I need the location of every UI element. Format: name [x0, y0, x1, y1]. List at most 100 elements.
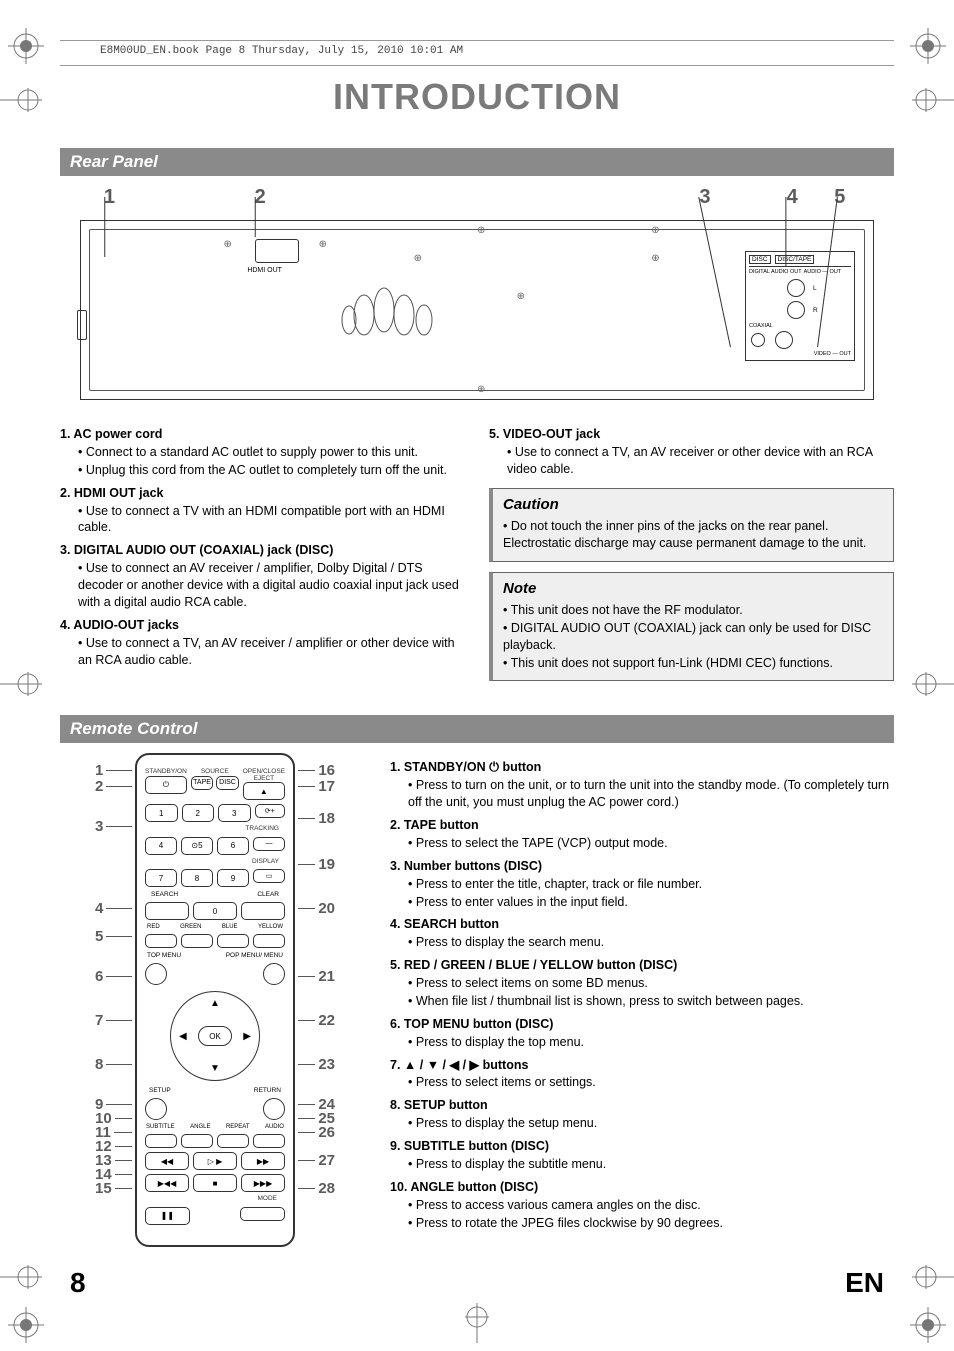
item-title: 2. HDMI OUT jack [60, 485, 465, 502]
item-title: 3. Number buttons (DISC) [390, 858, 894, 875]
section-heading-rear-panel: Rear Panel [60, 148, 894, 176]
remote-callout-number: 4 [95, 901, 103, 916]
page-number: 8 [70, 1267, 86, 1299]
crop-mark-icon [0, 86, 42, 114]
language-code: EN [845, 1267, 884, 1299]
button-label: CLEAR [257, 891, 279, 898]
rear-panel-diagram: HDMI OUT DISC DISC/TAPE DIGITAL AUDIO OU… [80, 220, 874, 400]
remote-callout-number: 8 [95, 1057, 103, 1072]
jack-panel: DISC DISC/TAPE DIGITAL AUDIO OUT AUDIO —… [745, 251, 855, 361]
crop-mark-icon [0, 1263, 42, 1291]
bullet-item: Press to display the top menu. [408, 1034, 894, 1051]
button-label: TRACKING [145, 826, 285, 833]
remote-callout-number: 7 [95, 1013, 103, 1028]
bullet-item: This unit does not support fun-Link (HDM… [503, 655, 883, 672]
bullet-item: When file list / thumbnail list is shown… [408, 993, 894, 1010]
bullet-item: Press to turn on the unit, or to turn th… [408, 777, 894, 811]
jack-label: AUDIO — OUT [804, 269, 842, 275]
remote-left-callouts: 123456789101112131415 [95, 753, 135, 1213]
remote-descriptions: 1. STANDBY/ON ⏻ buttonPress to turn on t… [390, 753, 894, 1247]
remote-callout-number: 26 [318, 1125, 335, 1140]
bullet-item: Use to connect a TV, an AV receiver or o… [507, 444, 894, 478]
item-bullets: Press to select items or settings. [390, 1074, 894, 1091]
bullet-item: DIGITAL AUDIO OUT (COAXIAL) jack can onl… [503, 620, 883, 654]
page: E8M00UD_EN.book Page 8 Thursday, July 15… [0, 0, 954, 1351]
remote-callout-number: 1 [95, 763, 103, 778]
item-title: 1. STANDBY/ON ⏻ button [390, 759, 894, 776]
jack-label: DIGITAL AUDIO OUT [749, 269, 802, 275]
tape-button: TAPE [191, 776, 213, 790]
item-title: 8. SETUP button [390, 1097, 894, 1114]
caution-title: Caution [503, 495, 883, 515]
jack-label: DISC/TAPE [775, 255, 815, 264]
caution-box: Caution Do not touch the inner pins of t… [489, 488, 894, 562]
remote-callout-number: 19 [318, 857, 335, 872]
remote-callout-number: 17 [318, 779, 335, 794]
bullet-item: Press to select items on some BD menus. [408, 975, 894, 992]
section-heading-remote: Remote Control [60, 715, 894, 743]
remote-diagram: 123456789101112131415 STANDBY/ON⏻ SOURCE… [60, 753, 370, 1247]
remote-callout-number: 23 [318, 1057, 335, 1072]
item-bullets: Connect to a standard AC outlet to suppl… [60, 444, 465, 479]
remote-right-callouts: 16171819202122232425262728 [295, 753, 335, 1213]
disc-button: DISC [216, 776, 238, 790]
bullet-item: Press to rotate the JPEG files clockwise… [408, 1215, 894, 1232]
caution-list: Do not touch the inner pins of the jacks… [503, 518, 883, 552]
crop-mark-icon [8, 28, 44, 64]
remote-callout-number: 18 [318, 811, 335, 826]
bullet-item: Press to display the subtitle menu. [408, 1156, 894, 1173]
crop-mark-icon [910, 28, 946, 64]
page-footer: 8 EN [60, 1267, 894, 1299]
remote-callout-number: 3 [95, 819, 103, 834]
bullet-item: This unit does not have the RF modulator… [503, 602, 883, 619]
remote-callout-number: 2 [95, 779, 103, 794]
button-label: DISPLAY [145, 859, 285, 866]
item-bullets: Press to turn on the unit, or to turn th… [390, 777, 894, 811]
item-bullets: Use to connect a TV, an AV receiver / am… [60, 635, 465, 669]
leader-lines [81, 197, 873, 221]
rear-panel-left-col: 1. AC power cordConnect to a standard AC… [60, 420, 465, 691]
jack-label: R [813, 307, 818, 314]
page-title: INTRODUCTION [60, 76, 894, 118]
bullet-item: Press to select items or settings. [408, 1074, 894, 1091]
item-title: 1. AC power cord [60, 426, 465, 443]
bullet-item: Do not touch the inner pins of the jacks… [503, 518, 883, 552]
item-bullets: Use to connect an AV receiver / amplifie… [60, 560, 465, 611]
remote-callout-number: 28 [318, 1181, 335, 1196]
item-title: 4. SEARCH button [390, 916, 894, 933]
remote-callout-number: 6 [95, 969, 103, 984]
item-bullets: Press to select the TAPE (VCP) output mo… [390, 835, 894, 852]
dpad: ▲▼◀▶ OK [170, 991, 260, 1081]
button-label: SEARCH [151, 891, 178, 898]
item-title: 5. RED / GREEN / BLUE / YELLOW button (D… [390, 957, 894, 974]
crop-mark-icon [912, 86, 954, 114]
item-bullets: Press to enter the title, chapter, track… [390, 876, 894, 911]
book-metadata: E8M00UD_EN.book Page 8 Thursday, July 15… [100, 45, 894, 57]
bullet-item: Use to connect a TV, an AV receiver / am… [78, 635, 465, 669]
remote-callout-number: 27 [318, 1153, 335, 1168]
remote-callout-number: 15 [95, 1181, 112, 1196]
header-rule [60, 40, 894, 41]
bullet-item: Press to enter values in the input field… [408, 894, 894, 911]
crop-mark-icon [0, 670, 42, 698]
item-title: 9. SUBTITLE button (DISC) [390, 1138, 894, 1155]
jack-label: DISC [749, 255, 771, 264]
jack-label: L [813, 285, 817, 292]
item-bullets: Press to access various camera angles on… [390, 1197, 894, 1232]
crop-mark-icon [463, 1303, 491, 1343]
bullet-item: Use to connect an AV receiver / amplifie… [78, 560, 465, 611]
item-bullets: Press to display the subtitle menu. [390, 1156, 894, 1173]
note-box: Note This unit does not have the RF modu… [489, 572, 894, 682]
rear-panel-descriptions: 1. AC power cordConnect to a standard AC… [60, 420, 894, 691]
item-bullets: Press to select items on some BD menus.W… [390, 975, 894, 1010]
bullet-item: Unplug this cord from the AC outlet to c… [78, 462, 465, 479]
note-title: Note [503, 579, 883, 599]
item-title: 5. VIDEO-OUT jack [489, 426, 894, 443]
header-rule [60, 65, 894, 66]
remote-section: 123456789101112131415 STANDBY/ON⏻ SOURCE… [60, 753, 894, 1247]
note-list: This unit does not have the RF modulator… [503, 602, 883, 672]
button-label: STANDBY/ON [145, 769, 187, 776]
item-bullets: Press to display the setup menu. [390, 1115, 894, 1132]
crop-mark-icon [912, 1263, 954, 1291]
remote-callout-number: 21 [318, 969, 335, 984]
